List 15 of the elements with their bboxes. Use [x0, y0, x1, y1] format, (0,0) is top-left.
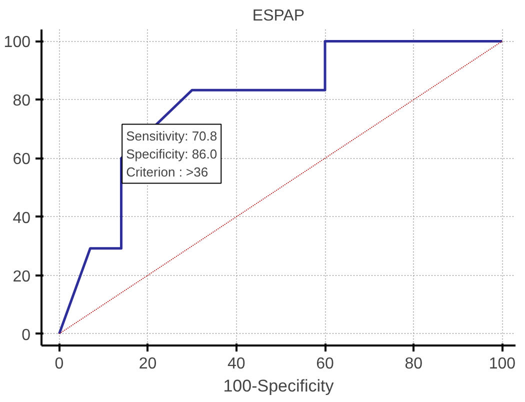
x-tick-label: 40: [228, 356, 246, 372]
chart-title: ESPAP: [252, 8, 305, 24]
x-tick-label: 80: [404, 356, 423, 372]
x-tick-label: 60: [316, 356, 334, 372]
x-tick-label: 100: [488, 356, 516, 372]
y-tick-label: 40: [12, 210, 31, 227]
y-tick-label: 0: [22, 326, 31, 344]
y-tick-label: 20: [12, 268, 31, 286]
x-tick-label: 0: [54, 356, 64, 372]
x-tick-label: 20: [138, 356, 157, 372]
y-tick-label: 60: [12, 151, 31, 168]
y-tick-label: 100: [4, 34, 31, 52]
x-axis-title: 100-Specificity: [223, 376, 334, 396]
y-tick-label: 80: [12, 92, 31, 110]
annotation: Sensitivity: 70.8 Specificity: 86.0 Criterion : >36: [126, 128, 218, 180]
